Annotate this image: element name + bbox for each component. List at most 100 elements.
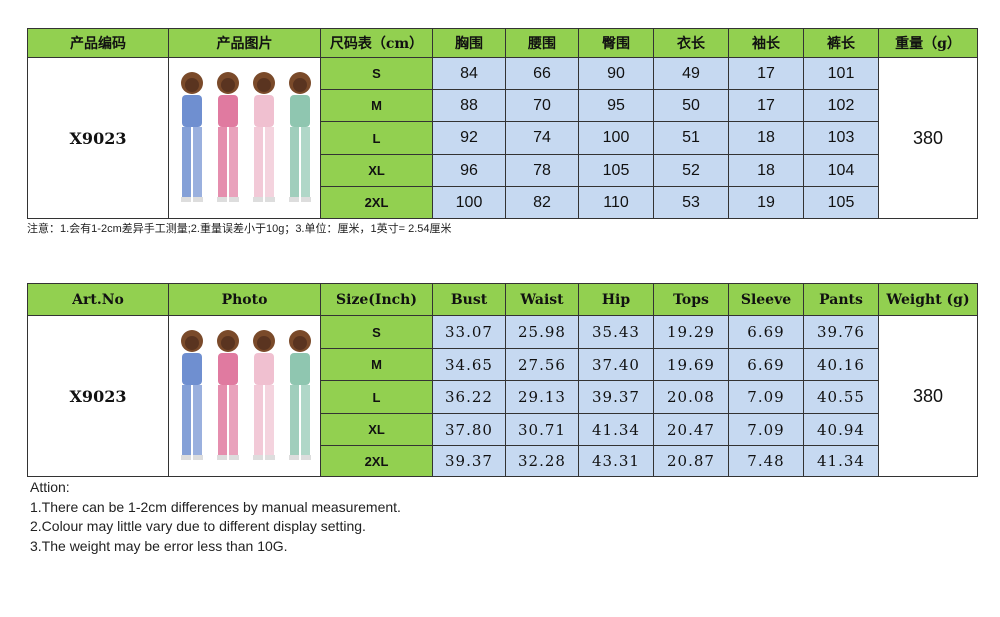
header-cell: Hip [578, 283, 654, 316]
measurement: 105 [578, 154, 654, 187]
measurement: 92 [432, 121, 506, 155]
attention-line: 2.Colour may little vary due to differen… [30, 518, 366, 535]
size-label: XL [320, 154, 433, 187]
measurement: 70 [505, 89, 579, 122]
header-cell: 重量（g） [878, 28, 978, 58]
measurement: 37.40 [578, 348, 654, 381]
header-cell: 腰围 [505, 28, 579, 58]
measurement: 37.80 [432, 413, 506, 446]
measurement: 36.22 [432, 380, 506, 414]
measurement: 105 [803, 186, 879, 219]
measurement: 41.34 [578, 413, 654, 446]
measurement: 7.09 [728, 380, 804, 414]
measurement: 18 [728, 121, 804, 155]
size-label: M [320, 89, 433, 122]
measurement: 104 [803, 154, 879, 187]
attention-line: Attion: [30, 479, 70, 495]
measurement: 40.94 [803, 413, 879, 446]
weight: 380 [878, 57, 978, 219]
measurement: 51 [653, 121, 729, 155]
header-cell: 产品图片 [168, 28, 321, 58]
measurement: 7.09 [728, 413, 804, 446]
measurement: 17 [728, 89, 804, 122]
measurement: 96 [432, 154, 506, 187]
size-label: 2XL [320, 186, 433, 219]
weight: 380 [878, 315, 978, 477]
measurement: 43.31 [578, 445, 654, 477]
measurement: 17 [728, 57, 804, 90]
measurement: 34.65 [432, 348, 506, 381]
measurement: 78 [505, 154, 579, 187]
measurement: 74 [505, 121, 579, 155]
measurement: 52 [653, 154, 729, 187]
measurement: 30.71 [505, 413, 579, 446]
measurement: 50 [653, 89, 729, 122]
measurement: 39.76 [803, 315, 879, 349]
header-cell: Sleeve [728, 283, 804, 316]
measurement: 40.55 [803, 380, 879, 414]
product-photo [180, 329, 311, 460]
measurement: 20.47 [653, 413, 729, 446]
photo-cell [168, 57, 321, 219]
header-cell: 臀围 [578, 28, 654, 58]
measurement: 53 [653, 186, 729, 219]
measurement: 39.37 [578, 380, 654, 414]
measurement: 40.16 [803, 348, 879, 381]
header-cell: 袖长 [728, 28, 804, 58]
header-cell: 胸围 [432, 28, 506, 58]
measurement: 84 [432, 57, 506, 90]
measurement: 25.98 [505, 315, 579, 349]
attention-line: 3.The weight may be error less than 10G. [30, 538, 288, 555]
measurement: 66 [505, 57, 579, 90]
measurement: 49 [653, 57, 729, 90]
size-label: M [320, 348, 433, 381]
measurement: 103 [803, 121, 879, 155]
measurement: 110 [578, 186, 654, 219]
measurement: 7.48 [728, 445, 804, 477]
product-photo [180, 71, 311, 202]
measurement: 41.34 [803, 445, 879, 477]
measurement: 19 [728, 186, 804, 219]
size-label: L [320, 380, 433, 414]
measurement: 18 [728, 154, 804, 187]
header-cell: Bust [432, 283, 506, 316]
size-label: 2XL [320, 445, 433, 477]
measurement: 29.13 [505, 380, 579, 414]
measurement: 101 [803, 57, 879, 90]
header-cell: 衣长 [653, 28, 729, 58]
measurement: 39.37 [432, 445, 506, 477]
measurement: 82 [505, 186, 579, 219]
measurement: 27.56 [505, 348, 579, 381]
header-cell: Art.No [27, 283, 169, 316]
header-cell: Photo [168, 283, 321, 316]
measurement: 6.69 [728, 348, 804, 381]
size-label: S [320, 57, 433, 90]
note: 注意：1.会有1-2cm差异手工测量;2.重量误差小于10g；3.单位：厘米，1… [27, 223, 452, 235]
measurement: 90 [578, 57, 654, 90]
measurement: 100 [432, 186, 506, 219]
header-cell: 产品编码 [27, 28, 169, 58]
art-number: X9023 [27, 315, 169, 477]
measurement: 102 [803, 89, 879, 122]
measurement: 35.43 [578, 315, 654, 349]
header-cell: Size(Inch) [320, 283, 433, 316]
header-cell: 裤长 [803, 28, 879, 58]
measurement: 19.29 [653, 315, 729, 349]
header-cell: Pants [803, 283, 879, 316]
size-label: XL [320, 413, 433, 446]
size-label: S [320, 315, 433, 349]
header-cell: Weight (g) [878, 283, 978, 316]
measurement: 95 [578, 89, 654, 122]
measurement: 6.69 [728, 315, 804, 349]
size-label: L [320, 121, 433, 155]
art-number: X9023 [27, 57, 169, 219]
measurement: 20.08 [653, 380, 729, 414]
header-cell: Tops [653, 283, 729, 316]
header-cell: Waist [505, 283, 579, 316]
measurement: 100 [578, 121, 654, 155]
measurement: 88 [432, 89, 506, 122]
attention-line: 1.There can be 1-2cm differences by manu… [30, 498, 401, 515]
measurement: 32.28 [505, 445, 579, 477]
header-cell: 尺码表（cm） [320, 28, 433, 58]
